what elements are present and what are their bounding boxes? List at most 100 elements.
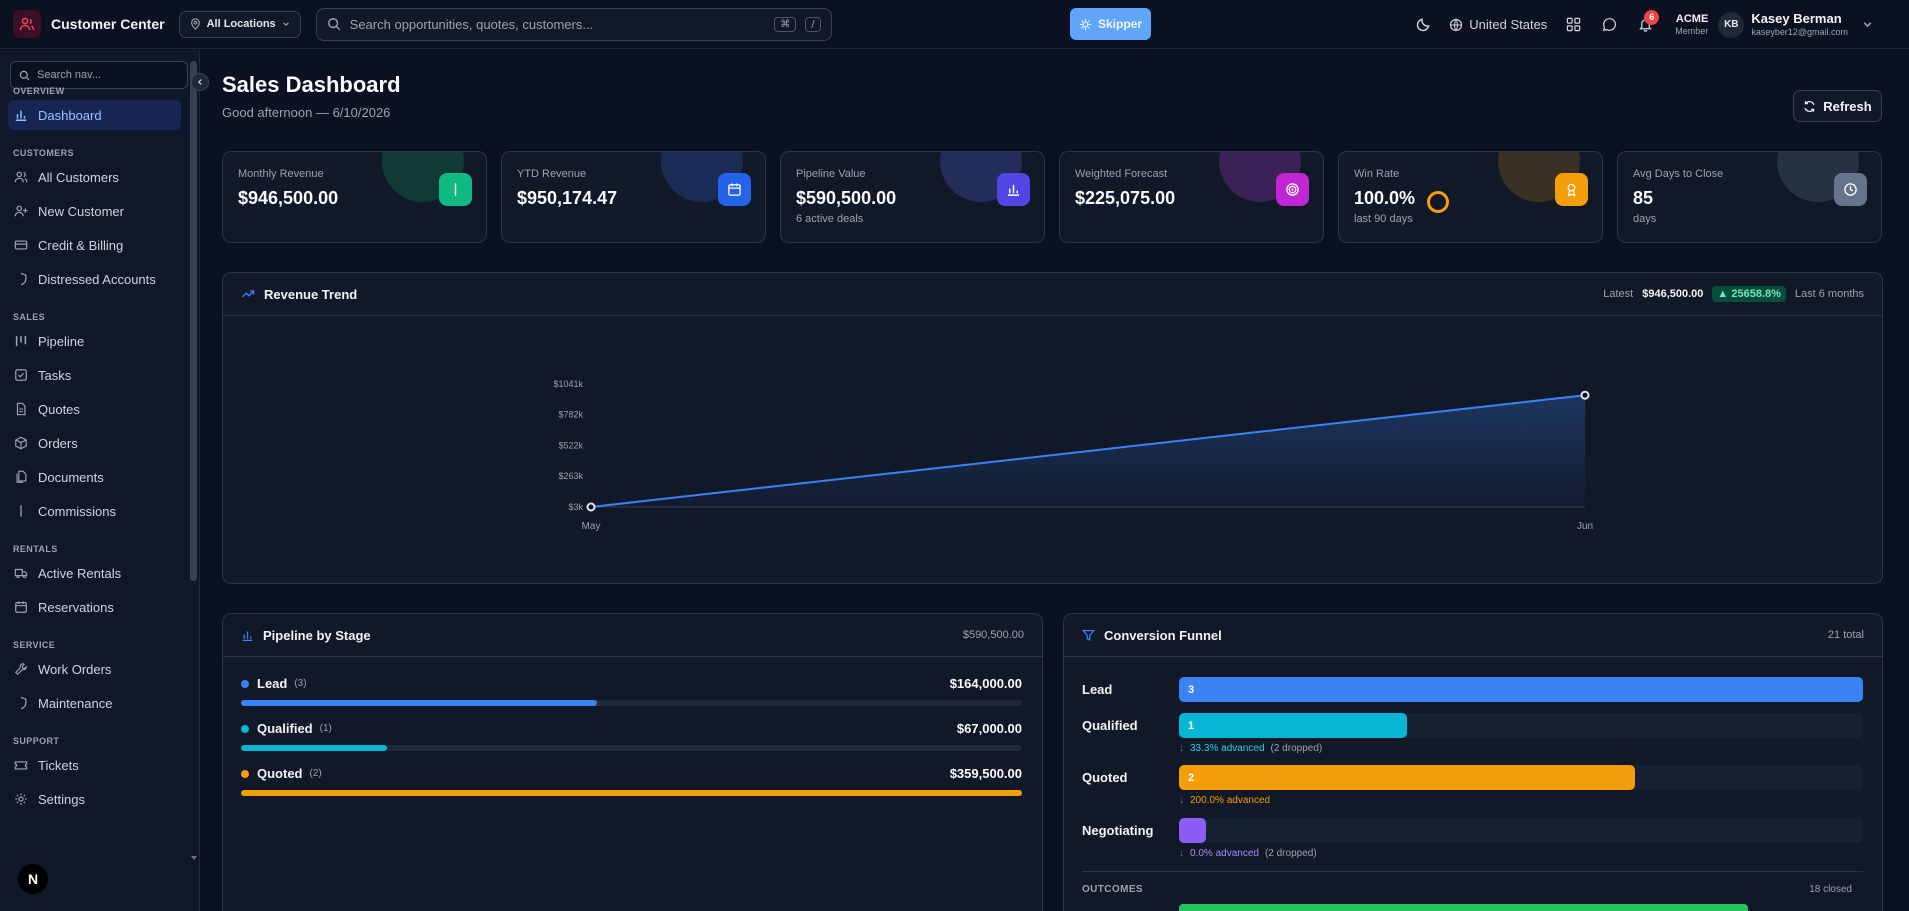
- sidebar-item-settings[interactable]: Settings: [8, 784, 181, 814]
- sidebar-item-tickets[interactable]: Tickets: [8, 750, 181, 780]
- sidebar-item-work-orders[interactable]: Work Orders: [8, 654, 181, 684]
- funnel-total: 21 total: [1827, 629, 1864, 641]
- messages-button[interactable]: [1591, 7, 1627, 43]
- kpi-card-monthly-revenue[interactable]: Monthly Revenue $946,500.00: [222, 151, 487, 243]
- notifications-button[interactable]: 6: [1627, 7, 1663, 43]
- collapse-sidebar-button[interactable]: [191, 73, 209, 91]
- stage-header: Quoted (2) $359,500.00: [241, 766, 1022, 781]
- apps-button[interactable]: [1555, 7, 1591, 43]
- header-actions: United States 6 ACME Member KB Kasey Ber…: [1405, 0, 1873, 49]
- brand-logo: [13, 10, 41, 38]
- scroll-down-icon[interactable]: [189, 853, 199, 863]
- brand[interactable]: Customer Center: [13, 10, 165, 38]
- sidebar-item-documents[interactable]: Documents: [8, 462, 181, 492]
- pipeline-title: Pipeline by Stage: [263, 627, 371, 643]
- calendar-icon: [728, 183, 741, 196]
- file-text-icon: [16, 402, 26, 416]
- kpi-card-pipeline-value[interactable]: Pipeline Value $590,500.00 6 active deals: [780, 151, 1045, 243]
- sidebar-item-label: Orders: [38, 435, 78, 451]
- location-selector[interactable]: All Locations: [178, 10, 301, 38]
- nav-section-sales: SALES: [13, 312, 46, 322]
- funnel-panel: Conversion Funnel 21 total Lead 3 Qualifie…: [1063, 613, 1883, 911]
- page-title: Sales Dashboard: [222, 72, 401, 97]
- sidebar-item-label: Documents: [38, 469, 104, 485]
- revenue-point[interactable]: [1580, 390, 1590, 400]
- sidebar-item-dashboard[interactable]: Dashboard: [8, 100, 181, 130]
- revenue-point[interactable]: [586, 502, 596, 512]
- kpi-value: $225,075.00: [1075, 188, 1176, 208]
- user-menu[interactable]: Kasey Berman kaseyber12@gmail.com: [1751, 11, 1848, 37]
- skipper-label: Skipper: [1097, 17, 1142, 31]
- sidebar-item-tasks[interactable]: Tasks: [8, 360, 181, 390]
- kpi-card-avg-days-to-close[interactable]: Avg Days to Close 85 days: [1617, 151, 1882, 243]
- sidebar-item-label: Commissions: [38, 503, 117, 519]
- search-input[interactable]: [349, 16, 766, 32]
- funnel-bar: 2: [1179, 765, 1636, 790]
- stage-row-lead[interactable]: Lead (3) $164,000.00: [241, 676, 1022, 706]
- chevron-down-icon[interactable]: [1862, 19, 1873, 30]
- sidebar-item-quotes[interactable]: Quotes: [8, 394, 181, 424]
- stage-count: (2): [309, 768, 322, 779]
- kpi-icon-badge: [1276, 173, 1309, 206]
- sidebar-item-pipeline[interactable]: Pipeline: [8, 326, 181, 356]
- y-tick-label: $782k: [558, 410, 583, 420]
- refresh-button[interactable]: Refresh: [1793, 90, 1882, 122]
- target-icon: [1286, 183, 1299, 196]
- sidebar-item-label: Work Orders: [38, 661, 112, 677]
- sparkle-icon: [1079, 18, 1092, 30]
- revenue-trend-chart: $3k $263k $522k $782k $1041k May Jun: [553, 379, 1593, 532]
- sidebar-item-label: New Customer: [38, 203, 124, 219]
- sidebar-item-label: Tickets: [38, 757, 79, 773]
- kpi-label: Avg Days to Close: [1633, 168, 1724, 180]
- shortcut-cmd-key: ⌘: [774, 16, 797, 32]
- avatar[interactable]: KB: [1718, 11, 1745, 38]
- credit-card-icon: [14, 240, 28, 250]
- sidebar-item-new-customer[interactable]: New Customer: [8, 196, 181, 226]
- sidebar-item-reservations[interactable]: Reservations: [8, 592, 181, 622]
- stage-row-qualified[interactable]: Qualified (1) $67,000.00: [241, 721, 1022, 751]
- dev-tools-badge[interactable]: N: [18, 864, 48, 894]
- sidebar-item-orders[interactable]: Orders: [8, 428, 181, 458]
- latest-label: Latest: [1603, 288, 1634, 300]
- nav-search-input[interactable]: [37, 69, 179, 81]
- kpi-card-win-rate[interactable]: Win Rate 100.0% last 90 days: [1338, 151, 1603, 243]
- shield-icon: [20, 272, 27, 286]
- funnel-stage-name: Quoted: [1082, 770, 1128, 785]
- pipeline-panel: Pipeline by Stage $590,500.00 Lead (3) $16…: [222, 613, 1043, 911]
- stage-row-quoted[interactable]: Quoted (2) $359,500.00: [241, 766, 1022, 796]
- sidebar-item-active-rentals[interactable]: Active Rentals: [8, 558, 181, 588]
- kpi-label: Win Rate: [1354, 168, 1400, 180]
- sidebar-scrollbar[interactable]: [190, 61, 197, 581]
- theme-toggle[interactable]: [1405, 7, 1441, 43]
- sidebar-item-commissions[interactable]: Commissions: [8, 496, 181, 526]
- skipper-button[interactable]: Skipper: [1070, 8, 1151, 40]
- sidebar-item-distressed-accounts[interactable]: Distressed Accounts: [8, 264, 181, 294]
- sidebar-item-label: Distressed Accounts: [38, 271, 156, 287]
- funnel-track: [1179, 818, 1863, 843]
- funnel-bar: [1179, 818, 1207, 843]
- latest-value: $946,500.00: [1642, 288, 1704, 300]
- stage-track: [241, 700, 1022, 706]
- sidebar-item-credit-billing[interactable]: Credit & Billing: [8, 230, 181, 260]
- sidebar-item-maintenance[interactable]: Maintenance: [8, 688, 181, 718]
- nav-search[interactable]: [10, 61, 188, 89]
- kanban-icon: [15, 335, 27, 347]
- notification-badge: 6: [1644, 9, 1660, 25]
- advanced-rate: 0.0% advanced: [1190, 848, 1259, 859]
- kpi-card-ytd-revenue[interactable]: YTD Revenue $950,174.47: [501, 151, 766, 243]
- pipeline-total: $590,500.00: [962, 629, 1024, 641]
- users-icon: [19, 17, 35, 31]
- chat-icon: [1602, 18, 1616, 32]
- nav-section-service: SERVICE: [13, 640, 56, 650]
- sidebar-item-all-customers[interactable]: All Customers: [8, 162, 181, 192]
- stage-track: [241, 745, 1022, 751]
- arrow-down-icon: ↓: [1179, 795, 1184, 806]
- global-search[interactable]: ⌘ /: [315, 7, 832, 41]
- x-tick-label: May: [582, 521, 601, 532]
- country-selector[interactable]: United States: [1449, 17, 1547, 32]
- sidebar-item-label: Maintenance: [38, 695, 113, 711]
- package-icon: [15, 436, 27, 450]
- refresh-label: Refresh: [1823, 98, 1872, 114]
- kpi-card-weighted-forecast[interactable]: Weighted Forecast $225,075.00: [1059, 151, 1324, 243]
- kpi-label: YTD Revenue: [517, 168, 587, 180]
